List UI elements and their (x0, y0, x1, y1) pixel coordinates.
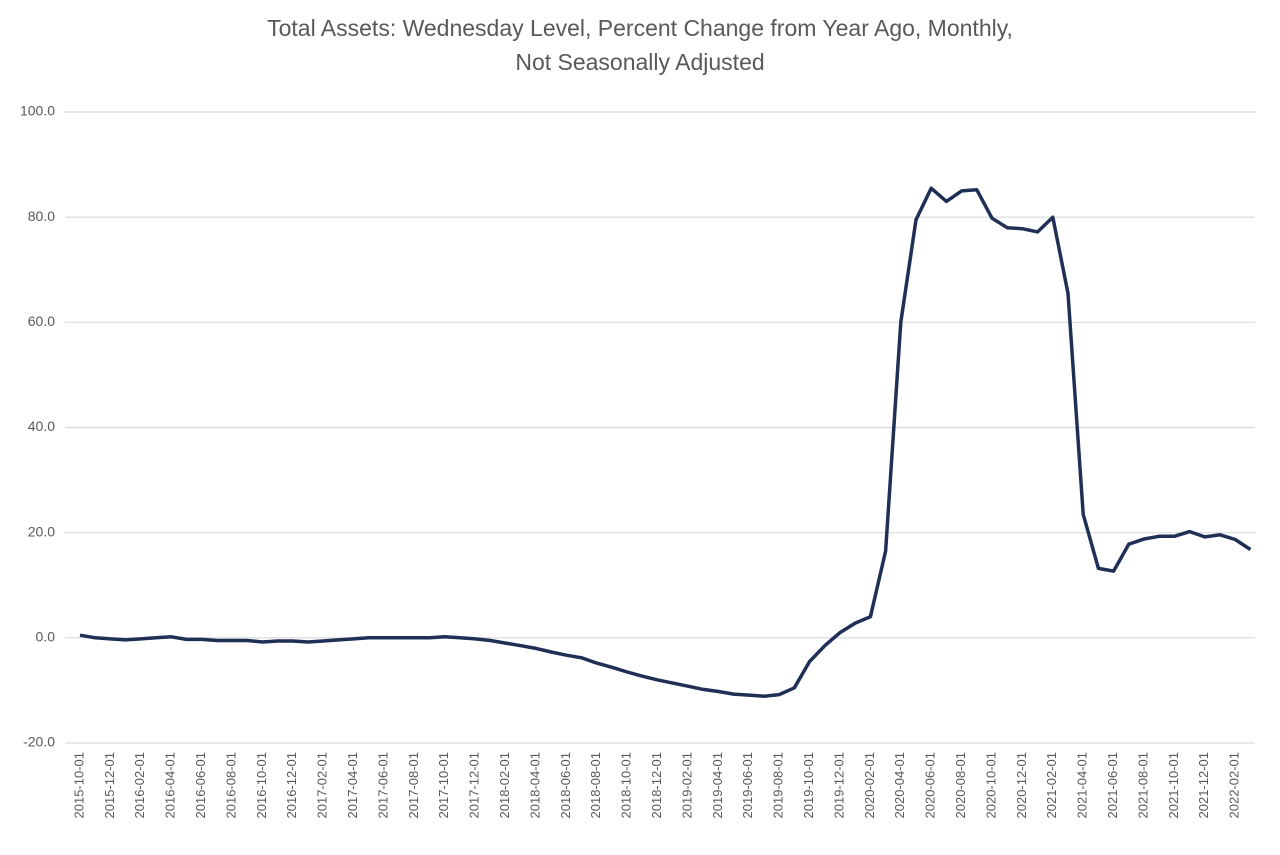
x-tick-label: 2019-02-01 (679, 752, 694, 819)
x-tick-label: 2017-12-01 (467, 752, 482, 819)
x-tick-label: 2020-10-01 (983, 752, 998, 819)
x-tick-label: 2019-12-01 (831, 752, 846, 819)
y-tick-label: 0.0 (36, 629, 56, 645)
y-tick-label: 20.0 (28, 523, 55, 539)
x-tick-label: 2021-02-01 (1044, 752, 1059, 819)
x-tick-label: 2017-02-01 (315, 752, 330, 819)
x-tick-label: 2016-04-01 (163, 752, 178, 819)
x-tick-label: 2018-12-01 (649, 752, 664, 819)
x-tick-label: 2018-06-01 (558, 752, 573, 819)
x-tick-label: 2019-08-01 (771, 752, 786, 819)
y-tick-label: 60.0 (28, 313, 55, 329)
y-tick-label: 40.0 (28, 418, 55, 434)
x-tick-label: 2020-02-01 (862, 752, 877, 819)
x-tick-label: 2020-08-01 (953, 752, 968, 819)
chart-title: Total Assets: Wednesday Level, Percent C… (267, 15, 1013, 75)
x-tick-label: 2016-06-01 (193, 752, 208, 819)
x-tick-label: 2017-08-01 (406, 752, 421, 819)
x-tick-label: 2020-06-01 (923, 752, 938, 819)
x-tick-label: 2020-12-01 (1014, 752, 1029, 819)
x-tick-label: 2017-04-01 (345, 752, 360, 819)
x-tick-label: 2016-08-01 (223, 752, 238, 819)
x-tick-label: 2019-06-01 (740, 752, 755, 819)
x-tick-label: 2018-04-01 (527, 752, 542, 819)
x-tick-label: 2016-02-01 (132, 752, 147, 819)
x-tick-label: 2019-10-01 (801, 752, 816, 819)
x-tick-label: 2021-08-01 (1135, 752, 1150, 819)
x-tick-label: 2021-12-01 (1196, 752, 1211, 819)
x-tick-label: 2018-02-01 (497, 752, 512, 819)
x-tick-label: 2016-12-01 (284, 752, 299, 819)
x-tick-label: 2017-10-01 (436, 752, 451, 819)
x-tick-label: 2015-10-01 (71, 752, 86, 819)
y-tick-label: 80.0 (28, 208, 55, 224)
y-tick-label: 100.0 (20, 103, 55, 119)
x-tick-label: 2018-08-01 (588, 752, 603, 819)
x-tick-label: 2016-10-01 (254, 752, 269, 819)
x-tick-label: 2015-12-01 (102, 752, 117, 819)
data-line (79, 186, 1252, 698)
x-tick-label: 2018-10-01 (619, 752, 634, 819)
x-tick-label: 2020-04-01 (892, 752, 907, 819)
x-tick-label: 2021-10-01 (1166, 752, 1181, 819)
x-tick-label: 2017-06-01 (375, 752, 390, 819)
x-tick-label: 2021-04-01 (1075, 752, 1090, 819)
y-tick-label: -20.0 (23, 734, 55, 750)
x-tick-label: 2022-02-01 (1227, 752, 1242, 819)
x-tick-label: 2019-04-01 (710, 752, 725, 819)
x-tick-label: 2021-06-01 (1105, 752, 1120, 819)
